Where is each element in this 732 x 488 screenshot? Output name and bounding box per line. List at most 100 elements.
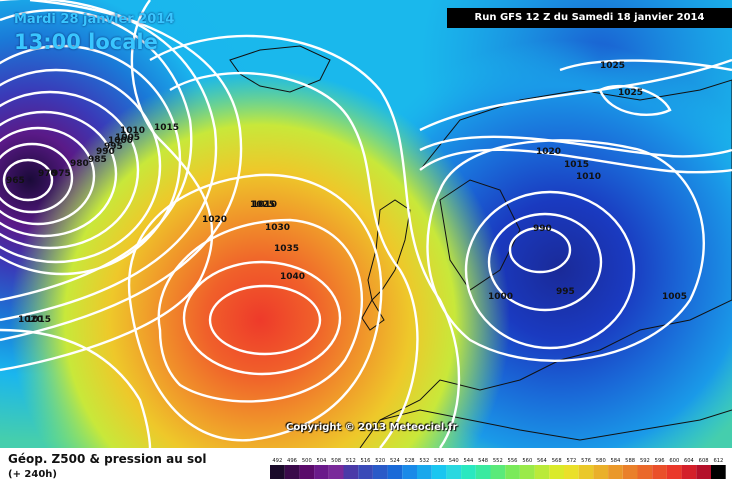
legend-color-swatch bbox=[652, 465, 667, 479]
isobar-1015-e bbox=[149, 34, 461, 448]
isobar-985 bbox=[0, 90, 140, 250]
isobar-975 bbox=[0, 126, 96, 226]
isobar-label: 1020 bbox=[536, 147, 561, 157]
legend-tick-label: 584 bbox=[610, 458, 621, 464]
forecast-date-title: Mardi 28 janvier 2014 bbox=[14, 12, 175, 27]
isobar-label: 990 bbox=[96, 147, 115, 157]
legend-color-swatch bbox=[666, 465, 682, 479]
isobar-label: 1040 bbox=[280, 272, 305, 282]
isobar-1015-w bbox=[0, 0, 214, 372]
isobar-label: 1035 bbox=[274, 244, 299, 254]
isobar-980 bbox=[0, 110, 118, 238]
legend-tick-label: 588 bbox=[625, 458, 635, 464]
isobar-label: 1000 bbox=[488, 292, 513, 302]
legend-color-swatch bbox=[270, 465, 285, 479]
forecast-lead-time: (+ 240h) bbox=[8, 469, 57, 480]
isobar-label: 1025 bbox=[600, 61, 625, 71]
legend-tick-label: 536 bbox=[434, 458, 444, 464]
legend-color-swatch bbox=[696, 465, 711, 479]
legend-tick-label: 608 bbox=[699, 458, 709, 464]
isobar-990-e bbox=[508, 226, 572, 274]
legend-tick-label: 504 bbox=[316, 458, 327, 464]
legend-tick-label: 596 bbox=[655, 458, 665, 464]
legend-tick-label: 512 bbox=[346, 458, 356, 464]
legend-color-swatch bbox=[402, 465, 417, 479]
isobar-label: 1010 bbox=[252, 200, 277, 210]
legend-color-swatch bbox=[358, 465, 373, 479]
legend-tick-label: 532 bbox=[419, 458, 429, 464]
isobar-1000-e bbox=[464, 190, 636, 350]
isobar-label: 970 bbox=[38, 169, 57, 179]
legend-color-swatch bbox=[417, 465, 432, 479]
isobar-1000-w bbox=[0, 8, 193, 302]
isobar-label: 1010 bbox=[120, 126, 145, 136]
legend-tick-label: 500 bbox=[302, 458, 312, 464]
isobar-label: 1025 bbox=[618, 88, 643, 98]
legend-tick-label: 516 bbox=[361, 458, 371, 464]
legend-color-swatch bbox=[490, 465, 506, 479]
map-product-title: Géop. Z500 & pression au sol bbox=[8, 452, 207, 466]
isobars bbox=[0, 0, 732, 448]
legend-tick-label: 612 bbox=[713, 458, 723, 464]
isobar-label: 1010 bbox=[576, 172, 601, 182]
geopotential-map: 965 970 975 980 985 990 995 1000 1005 10… bbox=[0, 0, 732, 448]
isobar-label: 1015 bbox=[564, 160, 589, 170]
isobar-label: 1025 bbox=[250, 200, 275, 210]
legend-tick-label: 556 bbox=[508, 458, 518, 464]
legend-color-swatch bbox=[681, 465, 697, 479]
legend-color-swatch bbox=[343, 465, 359, 479]
isobar-1020-ne bbox=[419, 58, 732, 132]
legend-color-swatch bbox=[578, 465, 594, 479]
legend-color-swatch bbox=[328, 465, 344, 479]
legend-tick-label: 560 bbox=[522, 458, 532, 464]
forecast-time-title: 13:00 locale bbox=[14, 30, 158, 54]
mediterranean-coast bbox=[379, 409, 732, 441]
legend-tick-label: 544 bbox=[463, 458, 474, 464]
isobar-label: 990 bbox=[533, 224, 552, 234]
isobar-label: 995 bbox=[104, 142, 123, 152]
isobar-965 bbox=[2, 158, 54, 202]
legend-tick-label: 552 bbox=[493, 458, 503, 464]
legend-tick-label: 604 bbox=[684, 458, 695, 464]
legend-color-swatch bbox=[564, 465, 579, 479]
isobar-1020-sw bbox=[0, 328, 152, 448]
isobar-label: 975 bbox=[52, 169, 71, 179]
isobar-label-group: 965 970 975 980 985 990 995 1000 1005 10… bbox=[6, 61, 687, 325]
legend-tick-label: 600 bbox=[669, 458, 679, 464]
legend-tick-label: 520 bbox=[375, 458, 385, 464]
isobar-label: 995 bbox=[556, 287, 575, 297]
legend-color-swatch bbox=[608, 465, 623, 479]
legend-tick-label: 508 bbox=[331, 458, 341, 464]
isobar-label: 1030 bbox=[265, 223, 290, 233]
color-scale-legend: 492 496 500 504 508 512 516 520 524 528 532 536 540 5… bbox=[270, 458, 726, 479]
isobar-label: 1015 bbox=[154, 123, 179, 133]
isobar-label: 1000 bbox=[108, 136, 133, 146]
legend-tick-label: 592 bbox=[640, 458, 650, 464]
legend-color-swatch bbox=[622, 465, 638, 479]
isobar-label: 1005 bbox=[662, 292, 687, 302]
isobar-1005-w bbox=[0, 0, 218, 322]
legend-color-swatch bbox=[284, 465, 300, 479]
isobar-1015-ne bbox=[419, 135, 732, 158]
britain-outline bbox=[367, 199, 411, 302]
isobar-1030 bbox=[157, 218, 364, 403]
legend-color-swatch bbox=[534, 465, 550, 479]
legend-color-swatch bbox=[637, 465, 653, 479]
legend-tick-label: 496 bbox=[287, 458, 297, 464]
legend-color-swatch bbox=[387, 465, 403, 479]
legend-color-swatch bbox=[505, 465, 520, 479]
legend-tick-label: 568 bbox=[552, 458, 562, 464]
legend-tick-label: 580 bbox=[596, 458, 606, 464]
legend-color-swatch bbox=[431, 465, 447, 479]
model-run-label: Run GFS 12 Z du Samedi 18 janvier 2014 bbox=[447, 8, 732, 28]
legend-tick-label: 540 bbox=[449, 458, 459, 464]
isobar-1025-n2 bbox=[559, 59, 732, 72]
isobar-970 bbox=[0, 142, 74, 214]
isobar-1010-e bbox=[419, 148, 732, 174]
map-footer: Géop. Z500 & pression au sol (+ 240h) 49… bbox=[0, 448, 732, 488]
isobar-label: 985 bbox=[88, 155, 107, 165]
legend-color-swatch bbox=[314, 465, 329, 479]
copyright-notice: Copyright © 2013 Meteociel.fr bbox=[286, 422, 458, 433]
legend-color-swatch bbox=[593, 465, 609, 479]
legend-tick-label: 528 bbox=[405, 458, 415, 464]
